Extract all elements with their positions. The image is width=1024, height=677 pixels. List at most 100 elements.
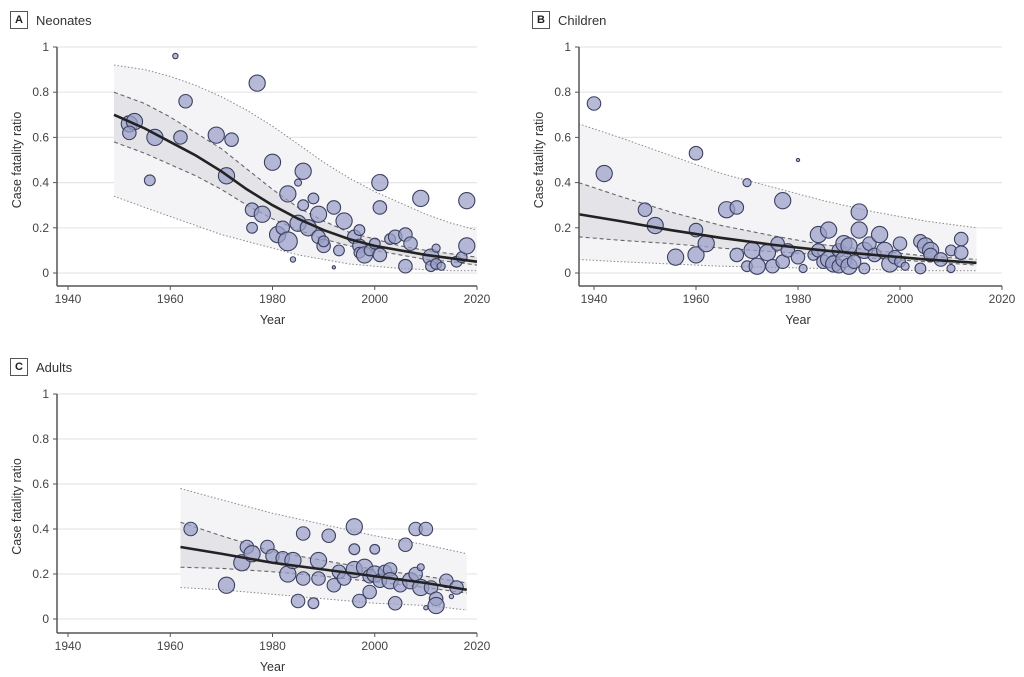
data-point [819, 221, 838, 239]
y-tick-label: 0.2 [554, 221, 571, 235]
y-tick-label: 1 [42, 387, 49, 401]
data-point [687, 246, 705, 264]
confidence-upper-line [578, 182, 977, 260]
x-axis-title: Year [785, 313, 810, 327]
fitted-trend-line [113, 113, 478, 263]
data-point [183, 521, 198, 537]
y-tick-label: 0.2 [32, 567, 49, 581]
data-point [309, 205, 328, 223]
y-tick-label: 0.6 [32, 130, 49, 144]
x-tick-label: 2020 [989, 292, 1016, 306]
data-point [326, 200, 342, 215]
x-tick-label: 1960 [157, 292, 184, 306]
x-tick-label: 2000 [361, 639, 388, 653]
data-point [290, 593, 306, 609]
data-point [331, 265, 337, 270]
data-point [742, 178, 752, 188]
data-point [423, 605, 429, 611]
data-point [953, 245, 969, 260]
data-point [294, 162, 312, 180]
y-tick-label: 0.6 [554, 130, 571, 144]
confidence-lower-line [578, 236, 977, 266]
data-point [321, 528, 337, 544]
data-point [774, 192, 792, 210]
data-point [248, 74, 266, 92]
data-point [277, 231, 298, 252]
prediction-upper-line [113, 64, 478, 231]
data-point [311, 571, 326, 586]
panel-b-plot: 0 0.2 0.4 0.6 0.8 1 1940 1960 1980 2000 2020 Year Ca… [532, 40, 1016, 327]
data-point [846, 254, 862, 270]
data-point [246, 221, 259, 234]
x-tick-label: 1960 [157, 639, 184, 653]
x-tick-label: 1980 [259, 639, 286, 653]
prediction-lower-line [113, 195, 477, 272]
y-tick-label: 0 [564, 266, 571, 280]
data-point [307, 597, 320, 610]
x-tick-label: 1940 [55, 639, 82, 653]
x-tick-label: 1980 [785, 292, 812, 306]
data-point [307, 192, 320, 205]
y-tick-label: 0.6 [32, 477, 49, 491]
data-point [372, 247, 388, 263]
data-point [398, 258, 413, 274]
data-point [798, 263, 808, 274]
data-point [217, 576, 236, 594]
data-point [795, 157, 801, 163]
data-point [946, 263, 956, 274]
data-point [900, 261, 910, 271]
data-point [595, 164, 613, 183]
x-tick-label: 1960 [683, 292, 710, 306]
data-point [743, 241, 761, 260]
panel-b-title: Children [558, 12, 607, 28]
y-tick-label: 0 [42, 266, 49, 280]
y-axis-title: Case fatality ratio [532, 112, 546, 209]
data-point [371, 173, 389, 192]
x-tick-label: 2020 [464, 639, 491, 653]
data-point [412, 189, 430, 208]
data-point [372, 200, 388, 215]
fitted-trend-line [578, 212, 977, 265]
data-point [348, 543, 361, 556]
data-point [335, 212, 353, 230]
panel-a-header: A Neonates [10, 11, 92, 29]
data-point [697, 234, 715, 253]
data-point [458, 237, 476, 255]
prediction-upper-line [578, 123, 977, 229]
x-axis-title: Year [260, 313, 285, 327]
y-tick-label: 0.8 [554, 85, 571, 99]
data-point [436, 261, 446, 271]
panel-c-title: Adults [36, 359, 73, 375]
data-point [586, 96, 602, 111]
data-point [427, 596, 445, 615]
data-point [326, 577, 342, 593]
data-point [850, 221, 868, 239]
data-point [253, 205, 271, 223]
data-point [729, 200, 745, 215]
data-point [122, 125, 137, 141]
x-axis-title: Year [260, 660, 285, 674]
data-point [172, 52, 179, 60]
data-point [362, 584, 377, 600]
panel-a-title: Neonates [36, 12, 92, 28]
data-point [458, 192, 476, 210]
data-point [173, 130, 188, 145]
data-point [729, 247, 745, 263]
y-tick-label: 1 [42, 40, 49, 54]
data-point [637, 202, 653, 218]
data-point [294, 178, 303, 187]
y-tick-label: 0.4 [32, 176, 49, 190]
prediction-upper-line [180, 488, 467, 555]
data-point [858, 262, 871, 275]
y-tick-label: 0 [42, 612, 49, 626]
y-tick-label: 1 [564, 40, 571, 54]
x-tick-label: 2000 [361, 292, 388, 306]
x-tick-label: 2020 [464, 292, 491, 306]
data-point [178, 93, 193, 109]
data-point [688, 145, 704, 161]
y-axis-title: Case fatality ratio [10, 458, 24, 555]
y-tick-label: 0.8 [32, 432, 49, 446]
confidence-interval-band [114, 92, 477, 266]
data-point [352, 593, 367, 609]
data-point [416, 563, 425, 572]
